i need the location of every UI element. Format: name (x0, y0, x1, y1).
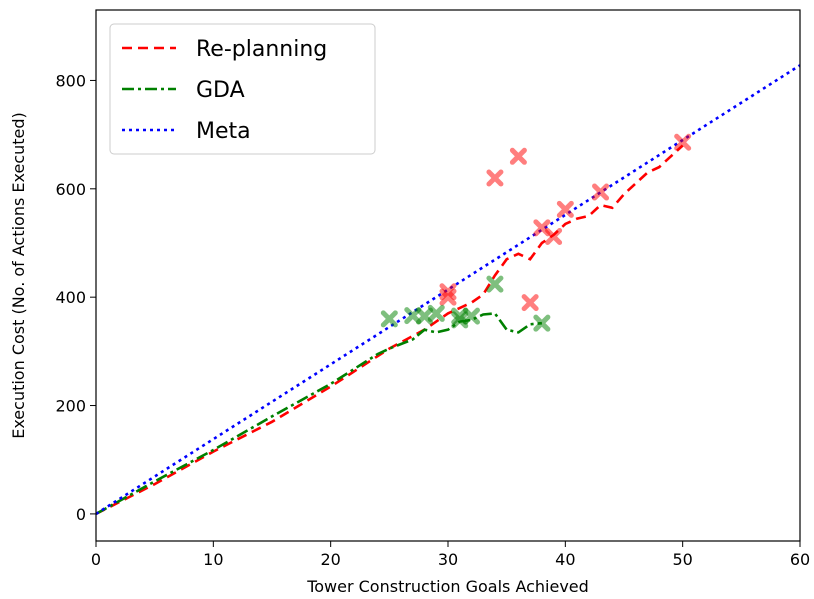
marker-gda-stroke (416, 307, 434, 325)
x-tick-label: 60 (790, 550, 810, 569)
marker-gda (451, 307, 469, 325)
marker-gda (462, 307, 480, 325)
marker-gda (427, 304, 445, 322)
legend: Re-planning GDA Meta (109, 23, 376, 155)
y-tick-label: 400 (55, 288, 86, 307)
plot-marks (96, 64, 800, 516)
x-tick-label: 40 (555, 550, 575, 569)
x-tick-label: 20 (320, 550, 340, 569)
marker-re-planning-stroke (486, 169, 504, 187)
marker-gda-stroke (451, 307, 469, 325)
marker-re-planning (556, 200, 574, 218)
marker-re-planning (439, 288, 457, 306)
x-axis: 0 10 20 30 40 50 60 (91, 541, 810, 569)
marker-gda-stroke (486, 275, 504, 293)
marker-gda (486, 275, 504, 293)
x-tick-label: 50 (672, 550, 692, 569)
x-tick-label: 10 (203, 550, 223, 569)
marker-re-planning-stroke (545, 227, 563, 245)
x-tick-label: 30 (438, 550, 458, 569)
marker-re-planning-stroke (556, 200, 574, 218)
legend-label: Meta (196, 119, 251, 144)
y-tick-label: 600 (55, 180, 86, 199)
marker-gda-stroke (380, 310, 398, 328)
marker-re-planning-stroke (674, 133, 692, 151)
legend-box (109, 23, 376, 155)
y-tick-label: 200 (55, 397, 86, 416)
marker-re-planning-stroke (439, 288, 457, 306)
marker-gda (380, 310, 398, 328)
y-tick-label: 0 (76, 505, 86, 524)
legend-label: Re-planning (196, 37, 327, 62)
marker-gda-stroke (533, 314, 551, 332)
marker-re-planning (521, 294, 539, 312)
series-line-re-planning (96, 144, 684, 516)
marker-gda-stroke (462, 307, 480, 325)
marker-gda (533, 314, 551, 332)
legend-label: GDA (196, 78, 245, 103)
marker-re-planning-stroke (521, 294, 539, 312)
y-axis: 0 200 400 600 800 (55, 71, 96, 524)
marker-re-planning-stroke (533, 219, 551, 237)
y-axis-label: Execution Cost (No. of Actions Executed) (9, 112, 28, 439)
marker-re-planning (545, 227, 563, 245)
marker-re-planning (674, 133, 692, 151)
marker-re-planning (486, 169, 504, 187)
x-axis-label: Tower Construction Goals Achieved (306, 577, 589, 595)
marker-re-planning-stroke (509, 147, 527, 165)
marker-re-planning (592, 183, 610, 201)
marker-gda-stroke (451, 311, 469, 329)
marker-re-planning-stroke (592, 183, 610, 201)
series-line-gda (96, 312, 543, 516)
marker-re-planning (509, 147, 527, 165)
x-tick-label: 0 (91, 550, 101, 569)
marker-gda-stroke (427, 304, 445, 322)
y-tick-label: 800 (55, 71, 86, 90)
